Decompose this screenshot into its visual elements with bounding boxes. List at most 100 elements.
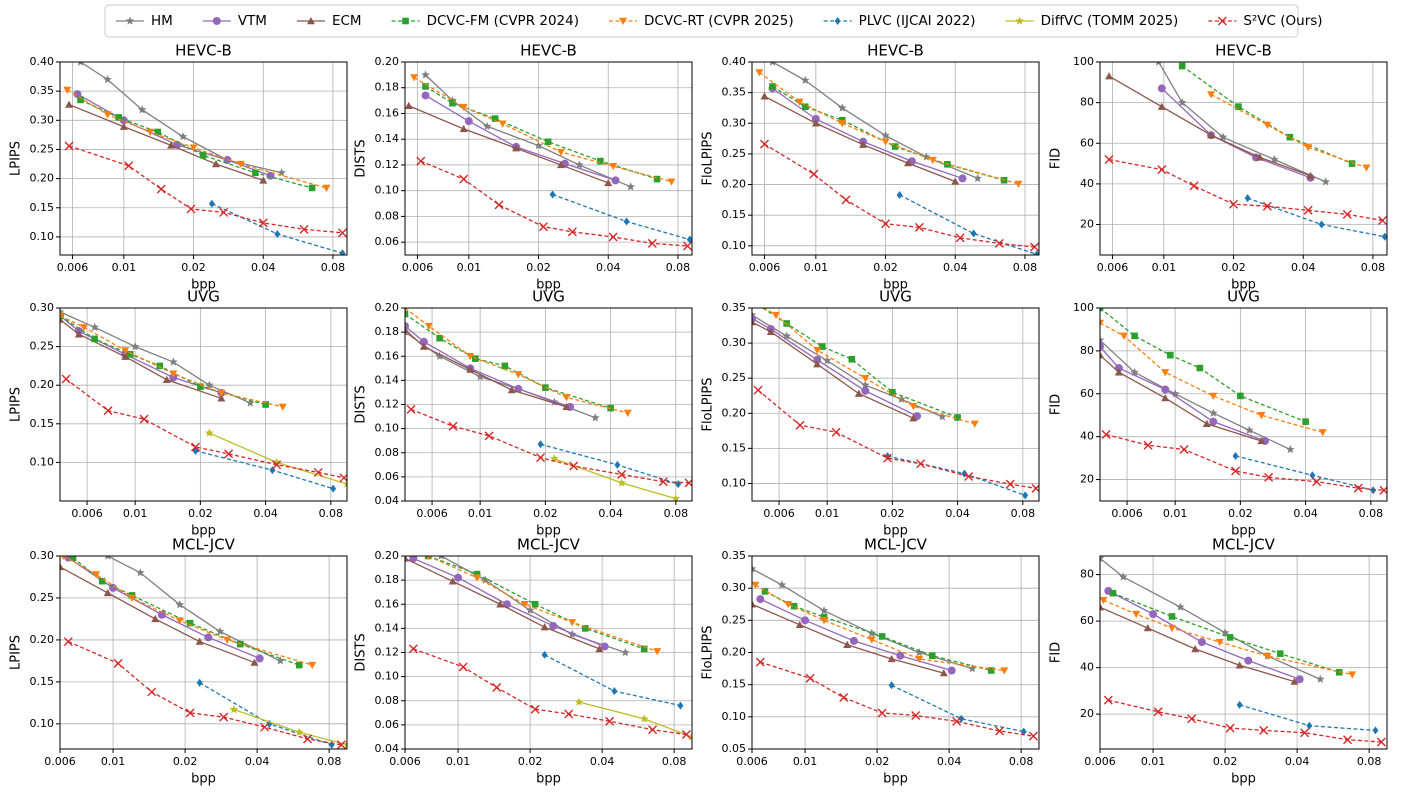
y-tick-label: 0.08 xyxy=(375,694,400,707)
y-tick-label: 0.20 xyxy=(375,301,400,314)
marker xyxy=(1153,707,1163,717)
marker xyxy=(246,398,255,407)
y-tick-label: 0.30 xyxy=(30,549,55,562)
marker xyxy=(859,140,868,148)
subplot: UVG bpp FID 0.006 0.01 0.02 0.04 0.08 20 40 60 80 10… xyxy=(1049,288,1388,539)
marker xyxy=(1372,726,1379,735)
marker xyxy=(211,160,220,168)
x-tick-label: 0.01 xyxy=(793,755,818,768)
subplot: HEVC-B bpp LPIPS 0.006 0.01 0.02 0.04 0.08 0.10 0… xyxy=(9,42,348,293)
axes-frame xyxy=(751,307,1040,502)
marker xyxy=(1149,610,1158,619)
marker xyxy=(951,177,960,185)
marker xyxy=(994,238,1004,248)
x-tick-label: 0.08 xyxy=(666,261,691,274)
plot-area xyxy=(60,308,347,493)
marker xyxy=(1161,394,1170,402)
y-tick-label: 0.30 xyxy=(722,116,747,129)
marker xyxy=(760,92,769,100)
x-axis-label: bpp xyxy=(536,772,561,787)
y-tick-label: 0.25 xyxy=(30,591,55,604)
marker xyxy=(459,124,468,133)
marker xyxy=(556,160,565,169)
series-line xyxy=(405,313,611,409)
marker xyxy=(63,86,72,94)
marker xyxy=(1207,91,1216,99)
series-line xyxy=(752,314,943,418)
marker xyxy=(338,228,347,238)
y-tick-label: 0.30 xyxy=(722,581,747,594)
marker xyxy=(653,175,661,183)
legend-label: ECM xyxy=(332,13,362,29)
marker xyxy=(1187,714,1197,724)
y-tick-label: 0.30 xyxy=(722,336,747,349)
y-tick-label: 0.20 xyxy=(375,55,400,68)
marker xyxy=(1276,650,1284,657)
series-line xyxy=(107,556,281,662)
axes-frame xyxy=(59,307,348,502)
x-axis-label: bpp xyxy=(1231,278,1256,293)
marker xyxy=(520,601,529,609)
marker xyxy=(947,666,956,675)
marker xyxy=(549,621,558,630)
marker xyxy=(1263,652,1272,660)
x-tick-label: 0.08 xyxy=(664,507,689,520)
marker xyxy=(1189,181,1199,191)
marker xyxy=(74,330,83,338)
marker xyxy=(617,469,627,479)
marker xyxy=(295,661,303,669)
marker xyxy=(887,654,896,663)
marker xyxy=(861,380,870,389)
marker xyxy=(1348,671,1357,679)
marker xyxy=(639,714,649,723)
series-line xyxy=(72,557,300,666)
series-line xyxy=(1108,699,1382,743)
marker xyxy=(458,662,468,672)
marker xyxy=(1304,144,1313,152)
marker xyxy=(175,600,185,609)
y-tick-label: 0.16 xyxy=(375,349,400,362)
marker xyxy=(1157,165,1167,175)
x-tick-label: 0.02 xyxy=(865,755,890,768)
x-tick-label: 0.006 xyxy=(1084,755,1116,768)
y-tick-label: 0.08 xyxy=(375,209,400,222)
marker xyxy=(303,734,313,744)
marker xyxy=(891,143,899,150)
marker xyxy=(653,648,662,656)
x-tick-label: 0.04 xyxy=(1293,507,1318,520)
marker xyxy=(212,17,221,25)
y-tick-label: 0.25 xyxy=(722,371,747,384)
marker xyxy=(121,352,130,360)
marker xyxy=(600,642,609,651)
axes-frame xyxy=(59,61,348,256)
axes-frame xyxy=(751,555,1040,750)
x-tick-label: 0.01 xyxy=(101,755,126,768)
marker xyxy=(1235,103,1242,110)
marker xyxy=(1100,342,1104,351)
marker xyxy=(608,232,618,242)
marker xyxy=(208,199,215,208)
axes-frame xyxy=(751,61,1040,256)
x-tick-label: 0.08 xyxy=(662,755,687,768)
x-tick-label: 0.04 xyxy=(943,261,968,274)
marker xyxy=(970,229,977,238)
y-tick-label: 0.10 xyxy=(30,455,55,468)
y-tick-label: 0.14 xyxy=(375,621,400,634)
marker xyxy=(1014,180,1023,188)
marker xyxy=(877,708,887,718)
y-tick-label: 0.20 xyxy=(30,172,55,185)
subplot-title: MCL-JCV xyxy=(172,536,236,554)
marker xyxy=(753,385,763,395)
marker xyxy=(838,120,847,128)
marker xyxy=(1168,624,1177,633)
marker xyxy=(611,687,618,696)
marker xyxy=(405,310,409,318)
marker xyxy=(1101,430,1111,440)
marker xyxy=(761,588,769,595)
marker xyxy=(448,577,457,585)
x-tick-label: 0.01 xyxy=(123,507,148,520)
marker xyxy=(1100,351,1104,359)
y-tick-label: 0.10 xyxy=(722,476,747,489)
x-tick-label: 0.04 xyxy=(253,507,278,520)
x-axis-label: bpp xyxy=(536,524,561,539)
